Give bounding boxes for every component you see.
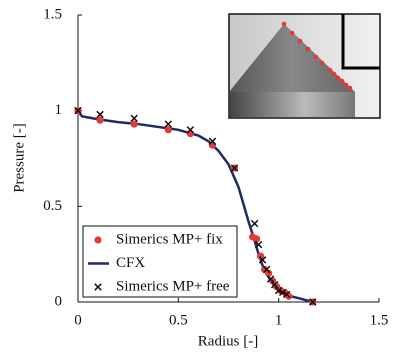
data-point — [187, 130, 194, 137]
legend-label: CFX — [116, 255, 145, 271]
y-tick-label: 1.5 — [43, 6, 62, 22]
data-point — [251, 220, 257, 226]
y-tick-label: 1 — [55, 102, 63, 118]
x-tick-label: 1.5 — [370, 312, 389, 328]
x-tick-label: 1 — [275, 312, 283, 328]
y-axis-title: Pressure [-] — [11, 123, 27, 193]
chart: Radius [-] Pressure [-] 0 0.5 1 1.5 0 0.5 1 1.5… — [0, 0, 395, 353]
data-point — [253, 235, 260, 242]
data-point — [209, 142, 216, 149]
inset-image — [229, 14, 380, 118]
legend-label: Simerics MP+ free — [116, 278, 230, 294]
legend-label: Simerics MP+ fix — [116, 231, 223, 247]
y-tick-label: 0.5 — [43, 198, 62, 214]
x-tick-label: 0 — [74, 312, 82, 328]
legend-marker — [94, 236, 101, 243]
x-tick-label: 0.5 — [169, 312, 188, 328]
y-tick-label: 0 — [55, 293, 63, 309]
x-axis-title: Radius [-] — [198, 333, 258, 349]
